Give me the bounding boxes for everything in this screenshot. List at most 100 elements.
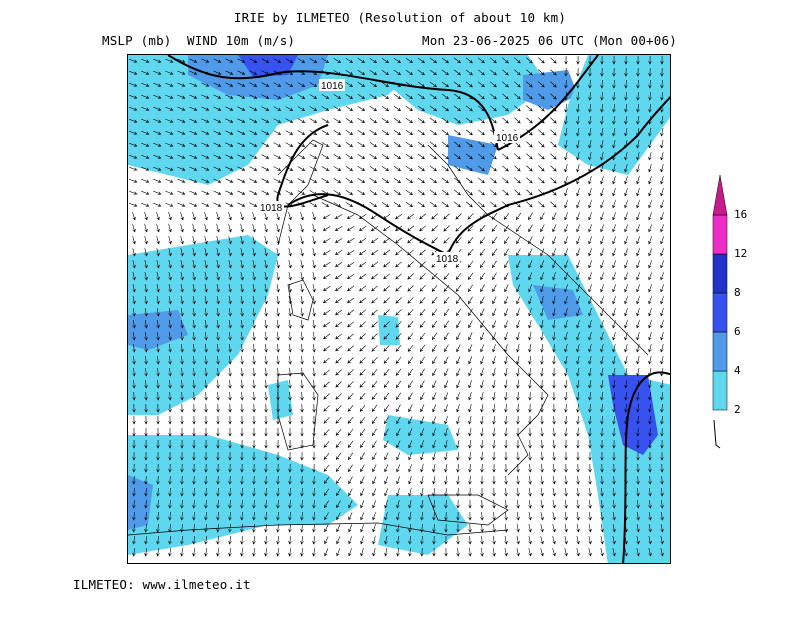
wind-arrow-icon — [624, 368, 628, 377]
wind-arrow-icon — [468, 416, 472, 425]
wind-arrow-icon — [240, 272, 244, 281]
wind-arrow-icon — [504, 296, 509, 305]
wind-arrow-icon — [480, 296, 485, 305]
wind-arrow-icon — [564, 499, 568, 509]
wind-arrow-icon — [300, 248, 304, 257]
wind-arrow-icon — [600, 320, 604, 329]
wind-arrow-icon — [177, 70, 186, 75]
wind-arrow-icon — [252, 320, 256, 329]
wind-arrow-icon — [588, 487, 592, 497]
wind-arrow-icon — [600, 296, 604, 305]
wind-arrow-icon — [357, 106, 366, 111]
wind-arrow-icon — [516, 440, 520, 449]
wind-arrow-icon — [264, 536, 268, 545]
wind-arrow-icon — [156, 308, 160, 317]
wind-arrow-icon — [165, 94, 174, 99]
wind-arrow-icon — [576, 140, 580, 149]
wind-arrow-icon — [660, 320, 664, 329]
wind-arrow-icon — [444, 464, 448, 473]
wind-arrow-icon — [552, 488, 556, 497]
wind-arrow-icon — [492, 356, 496, 365]
wind-arrow-icon — [526, 177, 533, 184]
wind-arrow-icon — [189, 166, 198, 171]
wind-arrow-icon — [297, 94, 306, 99]
wind-arrow-icon — [132, 403, 136, 413]
wind-arrow-icon — [502, 201, 509, 208]
wind-arrow-icon — [324, 548, 329, 557]
wind-arrow-icon — [417, 117, 425, 124]
wind-arrow-icon — [441, 189, 449, 196]
wind-arrow-icon — [612, 368, 616, 377]
wind-arrow-icon — [153, 142, 162, 147]
wind-arrow-icon — [360, 524, 364, 533]
wind-arrow-icon — [420, 476, 424, 485]
wind-arrow-icon — [384, 404, 389, 413]
wind-arrow-icon — [252, 296, 256, 305]
wind-arrow-icon — [129, 107, 138, 111]
wind-arrow-icon — [333, 106, 342, 111]
wind-arrow-icon — [192, 548, 196, 557]
map-canvas: 1016 1016 1018 1018 — [128, 55, 670, 563]
wind-arrow-icon — [648, 427, 652, 437]
wind-arrow-icon — [540, 248, 545, 257]
wind-arrow-icon — [636, 79, 640, 89]
wind-arrow-icon — [252, 428, 256, 437]
wind-arrow-icon — [600, 212, 604, 221]
wind-arrow-icon — [192, 212, 196, 221]
wind-arrow-icon — [360, 536, 364, 545]
wind-arrow-icon — [156, 248, 160, 257]
wind-arrow-icon — [189, 118, 198, 123]
wind-arrow-icon — [204, 367, 208, 377]
wind-arrow-icon — [432, 416, 437, 425]
wind-arrow-icon — [492, 308, 497, 317]
wind-arrow-icon — [347, 345, 354, 352]
wind-arrow-icon — [237, 106, 246, 111]
wind-arrow-icon — [538, 189, 545, 196]
wind-arrow-icon — [252, 355, 256, 365]
wind-arrow-icon — [168, 236, 172, 245]
wind-arrow-icon — [180, 379, 184, 389]
wind-arrow-icon — [252, 523, 256, 533]
wind-arrow-icon — [660, 55, 664, 65]
wind-arrow-icon — [540, 415, 544, 425]
wind-arrow-icon — [600, 224, 604, 233]
wind-arrow-icon — [443, 225, 450, 232]
wind-arrow-icon — [264, 463, 268, 473]
wind-arrow-icon — [360, 512, 365, 521]
wind-arrow-icon — [156, 355, 160, 365]
wind-arrow-icon — [276, 236, 280, 245]
wind-arrow-icon — [144, 236, 148, 245]
wind-arrow-icon — [189, 142, 198, 147]
wind-arrow-icon — [396, 512, 400, 521]
wind-arrow-icon — [576, 463, 580, 473]
wind-arrow-icon — [358, 214, 367, 219]
wind-arrow-icon — [168, 320, 172, 329]
wind-arrow-icon — [359, 273, 367, 280]
wind-arrow-icon — [516, 356, 520, 365]
wind-arrow-icon — [600, 104, 604, 113]
wind-arrow-icon — [322, 297, 331, 304]
wind-arrow-icon — [264, 379, 268, 389]
wind-arrow-icon — [321, 70, 330, 75]
wind-arrow-icon — [660, 499, 664, 509]
wind-arrow-icon — [540, 367, 544, 377]
wind-arrow-icon — [576, 452, 580, 461]
isobar-label: 1016 — [321, 81, 344, 92]
wind-arrow-icon — [624, 475, 628, 485]
wind-arrow-icon — [225, 94, 234, 99]
wind-arrow-icon — [550, 69, 557, 76]
wind-arrow-icon — [371, 261, 379, 268]
legend-tick-label: 12 — [734, 247, 748, 260]
wind-arrow-icon — [465, 81, 473, 88]
wind-arrow-icon — [144, 331, 148, 341]
wind-arrow-icon — [648, 403, 652, 413]
wind-arrow-icon — [468, 308, 473, 317]
wind-arrow-icon — [156, 260, 160, 269]
wind-arrow-icon — [345, 190, 354, 195]
wind-arrow-icon — [347, 405, 354, 412]
wind-arrow-icon — [540, 379, 544, 389]
wind-arrow-icon — [357, 82, 366, 87]
wind-arrow-icon — [240, 487, 244, 497]
wind-arrow-icon — [333, 190, 342, 195]
wind-arrow-icon — [538, 57, 545, 64]
